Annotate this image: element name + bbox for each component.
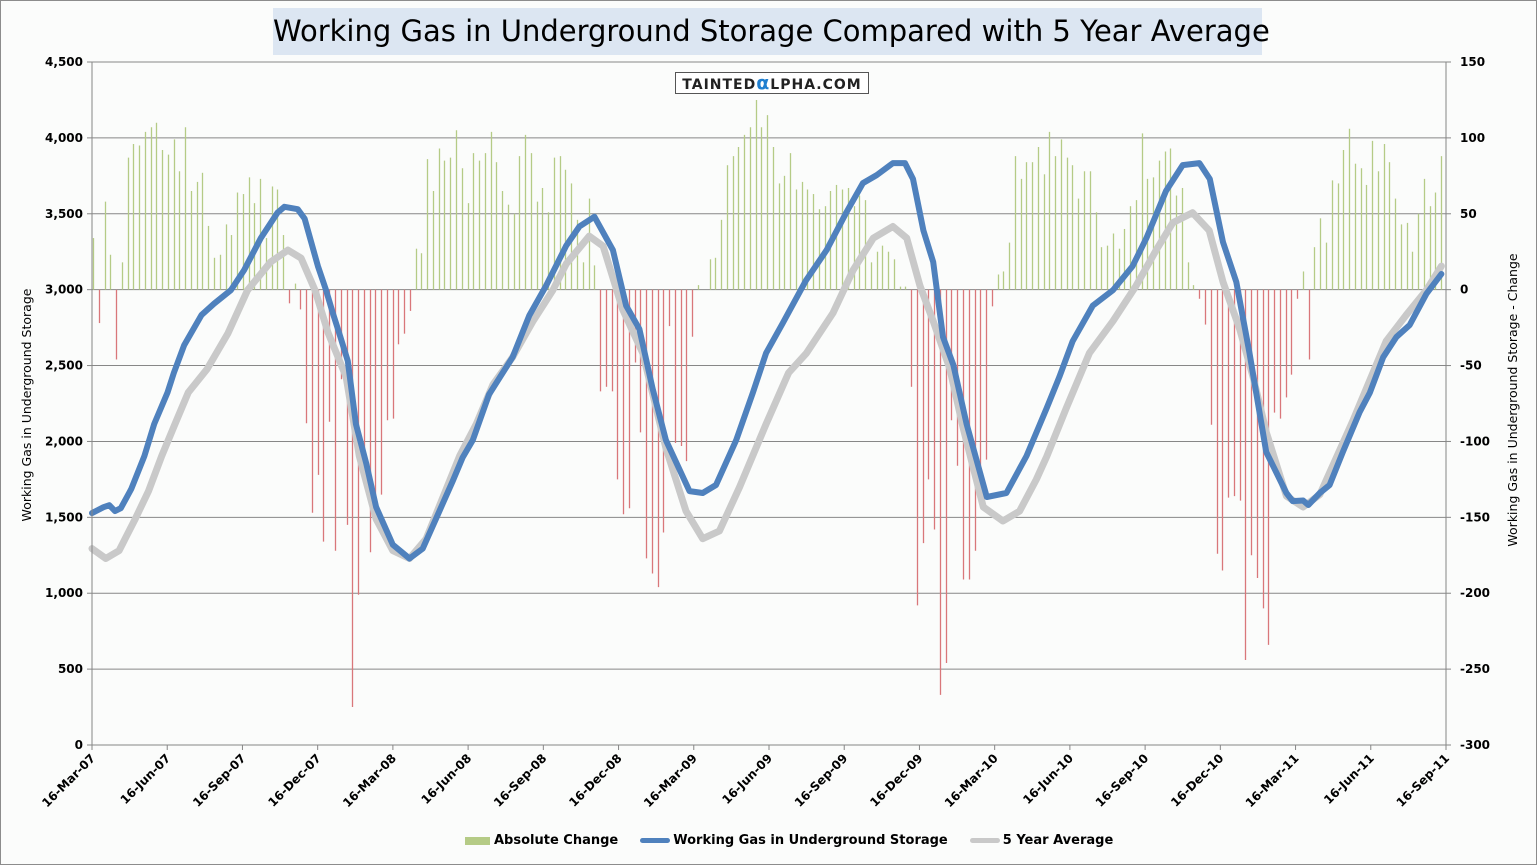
five-year-average-line: [88, 209, 1445, 562]
legend-item-absolute-change: Absolute Change: [465, 833, 618, 848]
x-tick-label: 16-Mar-09: [641, 751, 700, 810]
legend-label: Working Gas in Underground Storage: [673, 833, 948, 848]
y-right-tick-label: -150: [1460, 510, 1490, 524]
series-lines: [88, 160, 1445, 562]
legend-swatch-bar: [465, 836, 490, 845]
x-tick-label: 16-Sep-07: [190, 751, 249, 810]
y-right-tick-label: -100: [1460, 434, 1490, 448]
x-tick-label: 16-Sep-08: [491, 751, 550, 810]
y-right-tick-label: 50: [1460, 207, 1477, 221]
x-tick-label: 16-Sep-09: [792, 751, 851, 810]
x-tick-label: 16-Dec-07: [265, 751, 323, 809]
y-left-tick-label: 1,000: [45, 586, 83, 600]
y-right-tick-label: -300: [1460, 738, 1490, 752]
y-right-tick-label: -250: [1460, 662, 1490, 676]
gridlines: [92, 61, 1446, 670]
x-tick-label: 16-Jun-07: [118, 751, 174, 807]
legend-swatch-line: [969, 838, 1000, 843]
y-left-tick-label: 500: [58, 662, 83, 676]
y-left-tick-label: 4,000: [45, 131, 83, 145]
x-tick-label: 16-Mar-07: [39, 751, 98, 810]
y-right-tick-label: 0: [1460, 283, 1468, 297]
legend-label: 5 Year Average: [1002, 833, 1114, 848]
y-left-tick-label: 1,500: [45, 510, 83, 524]
x-tick-label: 16-Jun-11: [1321, 751, 1377, 807]
y-left-axis-label: Working Gas in Underground Storage: [19, 288, 34, 521]
y-left-tick-label: 2,000: [45, 434, 83, 448]
legend-label: Absolute Change: [494, 833, 619, 848]
watermark-logo: TAINTEDαLPHA.COM: [675, 72, 869, 94]
x-tick-label: 16-Dec-09: [867, 751, 925, 809]
legend-item-storage: Working Gas in Underground Storage: [640, 833, 948, 848]
y-right-axis-label: Working Gas in Underground Storage - Cha…: [1505, 253, 1520, 547]
x-tick-label: 16-Sep-11: [1394, 751, 1453, 810]
y-left-tick-label: 3,000: [45, 283, 83, 297]
y-right-tick-label: -50: [1460, 359, 1482, 373]
y-right-tick-label: -200: [1460, 586, 1490, 600]
legend-item-5yr-average: 5 Year Average: [969, 833, 1114, 848]
x-tick-label: 16-Mar-11: [1243, 751, 1302, 810]
y-right-tick-label: 150: [1460, 55, 1485, 69]
y-right-tick-labels: -300 -250 -200 -150 -100 -50 0 50 100 150: [1460, 55, 1490, 752]
x-tick-label: 16-Jun-09: [719, 751, 775, 807]
legend-swatch-line: [640, 838, 671, 843]
change-bars: [92, 99, 1443, 708]
y-left-tick-labels: 0 500 1,000 1,500 2,000 2,500 3,000 3,500 4,000 4…: [45, 55, 83, 752]
axes: [87, 61, 1451, 750]
x-tick-label: 16-Dec-08: [566, 751, 624, 809]
y-right-tick-label: 100: [1460, 131, 1485, 145]
legend: Absolute Change Working Gas in Undergrou…: [465, 833, 1135, 848]
x-tick-labels: 16-Mar-07 16-Jun-07 16-Sep-07 16-Dec-07 16-M…: [39, 751, 1452, 810]
y-left-tick-label: 4,500: [45, 55, 83, 69]
y-left-tick-label: 3,500: [45, 207, 83, 221]
x-tick-label: 16-Mar-10: [942, 751, 1001, 810]
x-tick-label: 16-Sep-10: [1093, 751, 1152, 810]
y-left-tick-label: 0: [75, 738, 83, 752]
x-tick-label: 16-Mar-08: [340, 751, 399, 810]
x-tick-label: 16-Jun-10: [1020, 751, 1076, 807]
y-left-tick-label: 2,500: [45, 359, 83, 373]
x-tick-label: 16-Dec-10: [1168, 751, 1226, 809]
storage-line: [89, 160, 1445, 562]
x-tick-label: 16-Jun-08: [418, 751, 474, 807]
chart-title: Working Gas in Underground Storage Compa…: [273, 8, 1270, 55]
